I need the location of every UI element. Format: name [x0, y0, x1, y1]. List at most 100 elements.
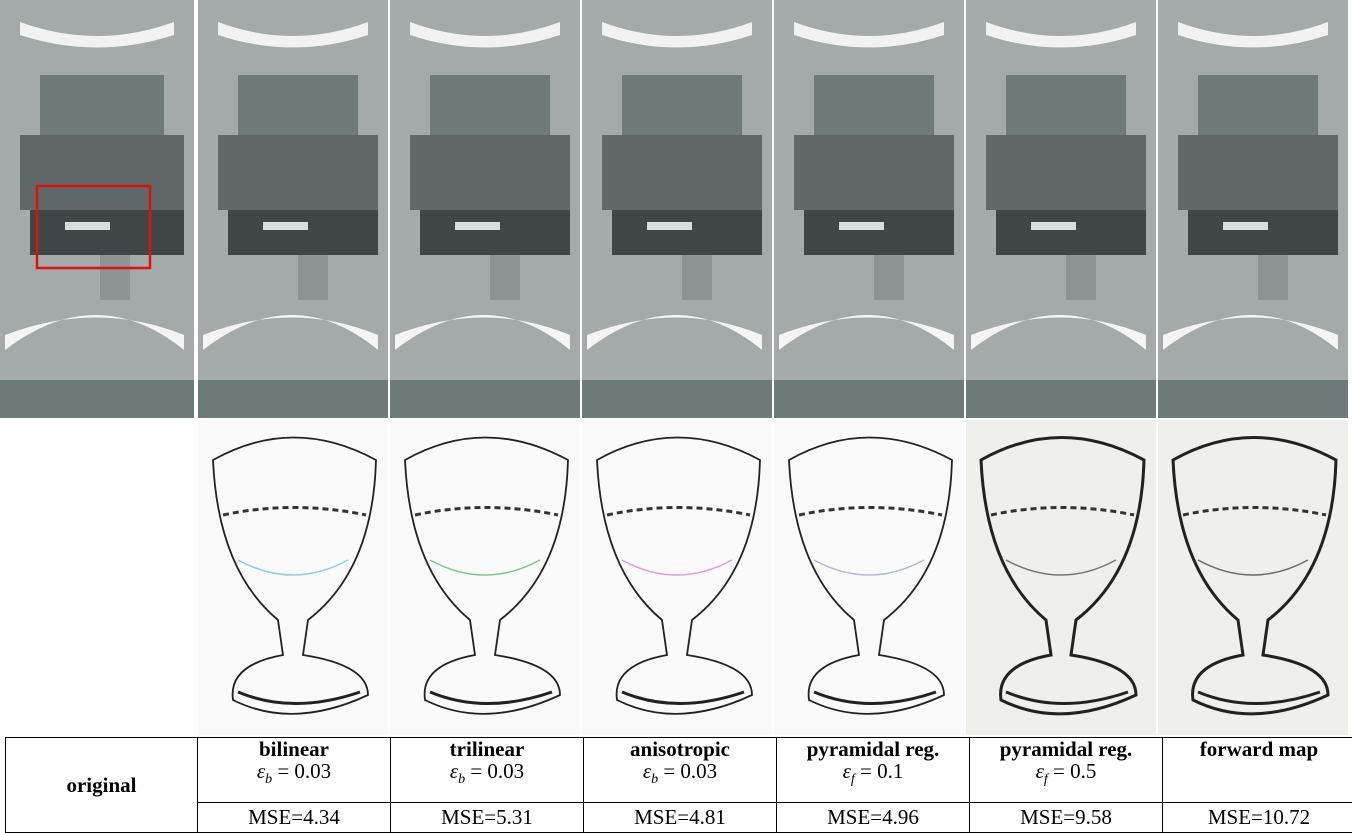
val: = 0.03 [663, 759, 717, 783]
mse: MSE=10.72 [1208, 805, 1310, 829]
stem [874, 255, 904, 300]
difference-image [198, 420, 388, 735]
diff-bg [774, 420, 964, 735]
mse: MSE=4.81 [634, 805, 726, 829]
epsilon: εf = 0.1 [777, 760, 969, 791]
glass-upper [1006, 75, 1126, 135]
zoom-crop [966, 0, 1156, 418]
eps: ε [1036, 759, 1044, 783]
header-cell: pyramidal reg.εf = 0.1 [777, 738, 970, 803]
val: = 0.03 [470, 759, 524, 783]
figure-images [0, 0, 1352, 737]
glass-mid [794, 135, 954, 210]
stem [682, 255, 712, 300]
highlight [455, 222, 500, 230]
base-band [1158, 380, 1348, 418]
glass-lower [1188, 210, 1338, 255]
difference-image [582, 420, 772, 735]
glass-mid [602, 135, 762, 210]
stem [100, 255, 130, 300]
glass-upper [40, 75, 164, 135]
header-cell: original [6, 738, 198, 833]
name: forward map [1163, 738, 1352, 760]
zoom-crop [198, 0, 388, 418]
highlight [839, 222, 884, 230]
glass-upper [238, 75, 358, 135]
base-band [0, 380, 194, 418]
highlight [647, 222, 692, 230]
base-band [774, 380, 964, 418]
mse: MSE=4.34 [248, 805, 340, 829]
diff-bg [966, 420, 1156, 735]
epsilon: εb = 0.03 [198, 760, 390, 791]
mse: MSE=4.96 [827, 805, 919, 829]
base-band [390, 380, 580, 418]
name: pyramidal reg. [970, 738, 1162, 760]
val: = 0.1 [860, 759, 903, 783]
zoom-crop [582, 0, 772, 418]
name: trilinear [391, 738, 583, 760]
highlight [65, 222, 110, 230]
stem [1066, 255, 1096, 300]
mse-cell: MSE=9.58 [970, 802, 1163, 832]
glass-upper [1198, 75, 1318, 135]
zoom-crop [1158, 0, 1348, 418]
difference-image [1158, 420, 1348, 735]
zoom-crop [0, 0, 194, 418]
diff-bg [1158, 420, 1348, 735]
glass-lower [804, 210, 954, 255]
highlight [263, 222, 308, 230]
glass-upper [622, 75, 742, 135]
name: anisotropic [584, 738, 776, 760]
difference-image [390, 420, 580, 735]
eps: b [651, 772, 658, 787]
difference-image [966, 420, 1156, 735]
zoom-crop [390, 0, 580, 418]
stem [298, 255, 328, 300]
page: originalbilinearεb = 0.03trilinearεb = 0… [0, 0, 1352, 833]
eps: ε [450, 759, 458, 783]
glass-mid [20, 135, 184, 210]
eps: ε [257, 759, 265, 783]
base-band [198, 380, 388, 418]
eps: b [265, 772, 272, 787]
name: original [6, 774, 197, 796]
mse-cell: MSE=4.34 [198, 802, 391, 832]
val: = 0.5 [1053, 759, 1096, 783]
glass-lower [30, 210, 184, 255]
eps: f [851, 772, 855, 787]
mse-cell: MSE=10.72 [1163, 802, 1352, 832]
glass-lower [612, 210, 762, 255]
epsilon: εf = 0.5 [970, 760, 1162, 791]
glass-lower [996, 210, 1146, 255]
glass-lower [420, 210, 570, 255]
header-cell: forward map [1163, 738, 1352, 803]
glass-mid [986, 135, 1146, 210]
eps: ε [643, 759, 651, 783]
glass-lower [228, 210, 378, 255]
name: bilinear [198, 738, 390, 760]
mse-cell: MSE=5.31 [391, 802, 584, 832]
base-band [582, 380, 772, 418]
eps: b [458, 772, 465, 787]
header-cell: pyramidal reg.εf = 0.5 [970, 738, 1163, 803]
highlight [1031, 222, 1076, 230]
base-band [966, 380, 1156, 418]
highlight [1223, 222, 1268, 230]
glass-mid [218, 135, 378, 210]
zoom-crop [774, 0, 964, 418]
name: pyramidal reg. [777, 738, 969, 760]
mse: MSE=5.31 [441, 805, 533, 829]
diff-bg [198, 420, 388, 735]
stem [1258, 255, 1288, 300]
mse-cell: MSE=4.81 [584, 802, 777, 832]
diff-bg [390, 420, 580, 735]
eps: f [1044, 772, 1048, 787]
glass-upper [430, 75, 550, 135]
difference-image [774, 420, 964, 735]
glass-upper [814, 75, 934, 135]
